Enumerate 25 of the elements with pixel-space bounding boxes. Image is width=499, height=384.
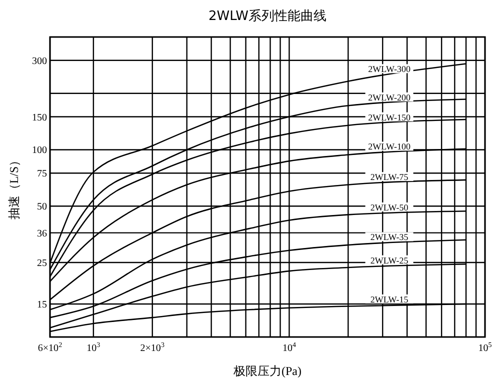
y-tick-label: 75 [37, 168, 47, 180]
series-label: 2WLW-300 [368, 64, 411, 74]
y-tick-label: 50 [37, 202, 47, 213]
x-tick-label: 10$^{3}$ [86, 341, 101, 354]
series-label: 2WLW-35 [370, 232, 409, 242]
x-axis-title: 极限压力(Pa) [232, 364, 302, 378]
y-tick-label: 15 [37, 300, 47, 311]
y-tick-label: 300 [32, 56, 47, 67]
y-tick-label: 150 [32, 112, 47, 124]
series-label: 2WLW-150 [368, 112, 411, 122]
y-tick-label: 100 [32, 145, 47, 156]
series-label: 2WLW-75 [370, 172, 409, 182]
series-label: 2WLW-15 [370, 294, 409, 304]
series-label: 2WLW-200 [368, 92, 411, 102]
y-tick-label: 25 [37, 258, 47, 269]
chart-title: 2WLW系列性能曲线 [208, 9, 327, 24]
x-tick-label: 6×10$^{2}$ [38, 341, 63, 354]
x-tick-label: 2×10$^{3}$ [140, 341, 165, 354]
x-tick-label: 10$^{4}$ [282, 341, 296, 354]
series-label: 2WLW-100 [368, 142, 411, 152]
y-tick-label: 36 [37, 228, 47, 240]
x-tick-label: 10$^{5}$ [478, 341, 492, 354]
series-label: 2WLW-50 [370, 202, 409, 212]
series-label: 2WLW-25 [370, 255, 409, 266]
y-axis-title: 抽速（L/S） [7, 154, 21, 220]
